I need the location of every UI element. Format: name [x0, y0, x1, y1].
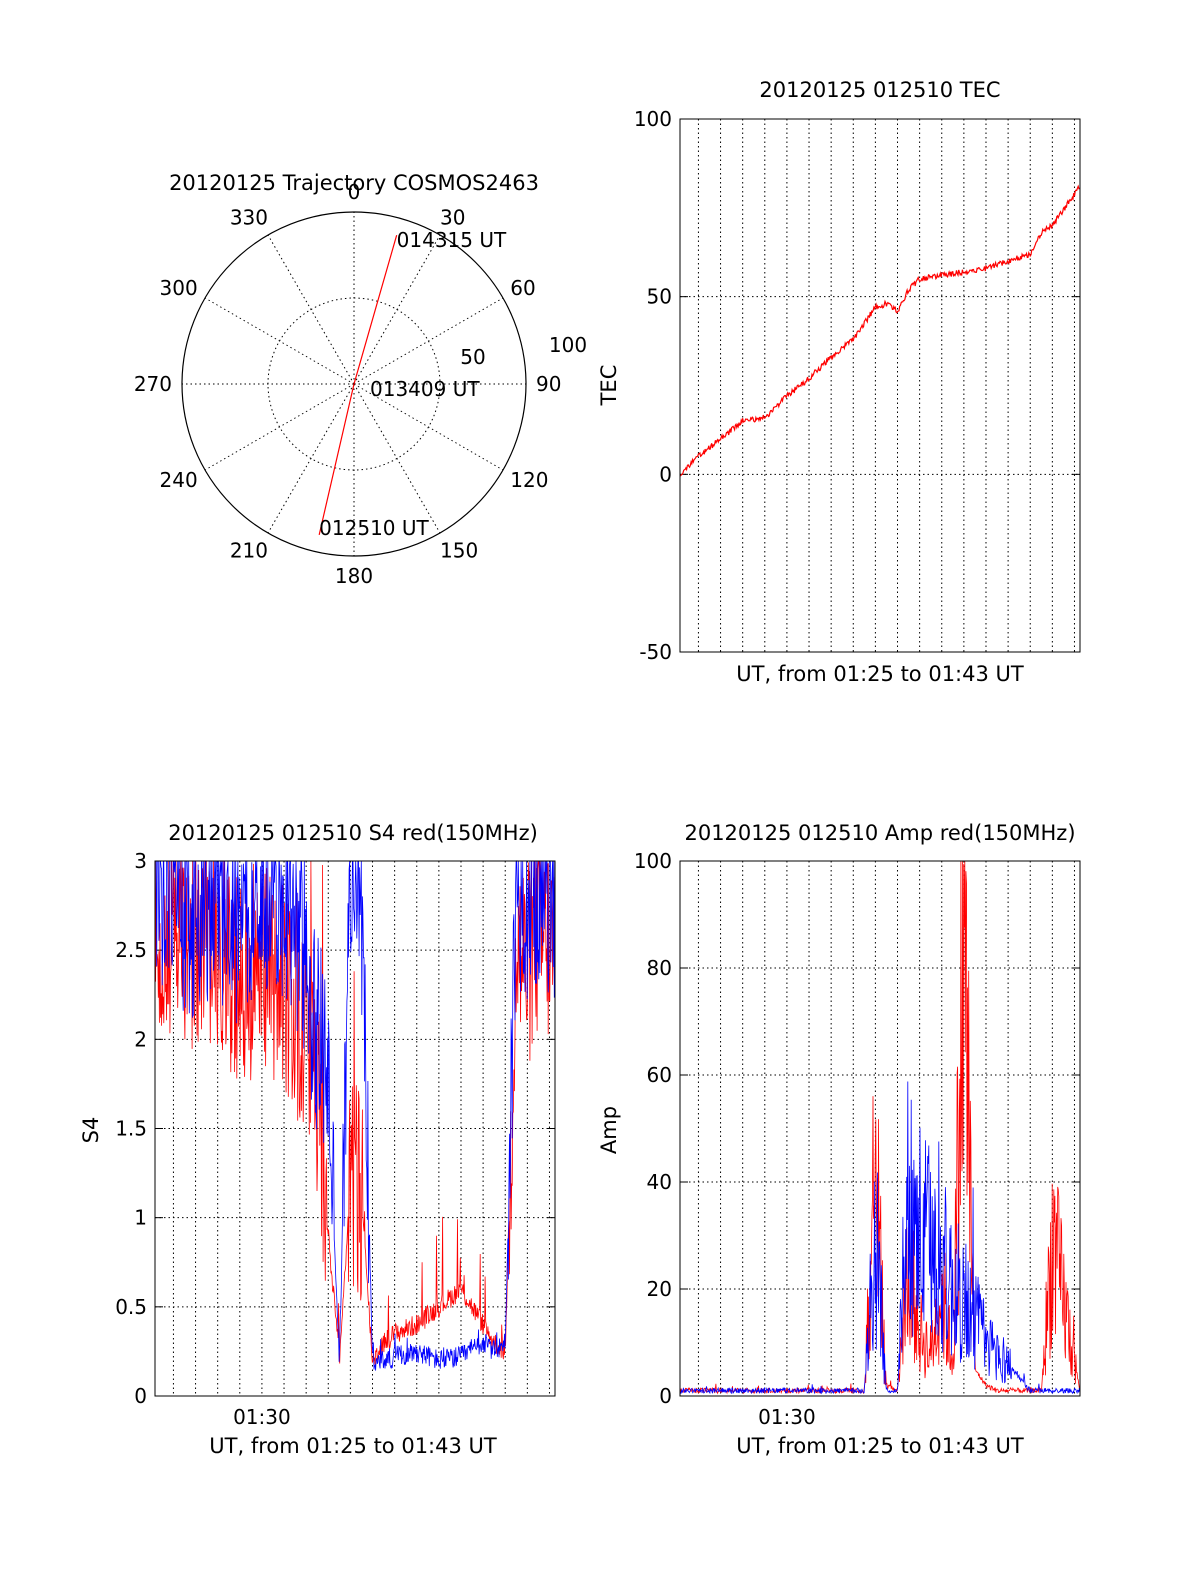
- y-tick-label: 40: [647, 1170, 672, 1194]
- y-tick-label: 20: [647, 1277, 672, 1301]
- polar-angle-labels: 0 30 60 90 120 150 180 210 240 270 300 330: [134, 180, 562, 588]
- amp-y-ticks: 0 20 40 60 80 100: [634, 849, 1080, 1408]
- polar-spoke: [353, 383, 504, 471]
- polar-angle-label: 330: [230, 206, 268, 230]
- amp-title: 20120125 012510 Amp red(150MHz): [684, 821, 1075, 845]
- polar-angle-label: 210: [230, 538, 268, 562]
- polar-angle-label: 120: [510, 468, 548, 492]
- polar-angle-label: 240: [160, 468, 198, 492]
- tec-title: 20120125 012510 TEC: [759, 78, 1000, 102]
- y-tick-label: 2: [134, 1027, 147, 1051]
- amp-x-ticks: 01:30: [758, 1405, 816, 1429]
- tec-frame: [679, 118, 1081, 653]
- polar-angle-label: 90: [536, 372, 561, 396]
- amp-xlabel: UT, from 01:25 to 01:43 UT: [736, 1434, 1024, 1458]
- tec-grid: [680, 119, 1080, 652]
- y-tick-label: 1.5: [115, 1117, 147, 1141]
- tec-y-ticks: -50 0 50 100: [634, 107, 1080, 664]
- y-tick-label: 0: [659, 462, 672, 486]
- polar-angle-label: 30: [440, 206, 465, 230]
- y-tick-label: 60: [647, 1063, 672, 1087]
- s4-y-ticks: 0 0.5 1 1.5 2 2.5 3: [115, 849, 555, 1408]
- s4-x-ticks: 01:30: [233, 1405, 291, 1429]
- y-tick-label: 0: [659, 1384, 672, 1408]
- s4-chart: 20120125 012510 S4 red(150MHz) 0 0.5 1 1.5 2…: [79, 821, 556, 1458]
- tec-series: [679, 184, 1080, 477]
- polar-angle-label: 300: [160, 276, 198, 300]
- y-tick-label: 3: [134, 849, 147, 873]
- s4-title: 20120125 012510 S4 red(150MHz): [168, 821, 538, 845]
- y-tick-label: 100: [634, 107, 672, 131]
- y-tick-label: -50: [639, 640, 672, 664]
- polar-spoke: [267, 234, 355, 385]
- y-tick-label: 80: [647, 956, 672, 980]
- polar-annotation-end: 014315 UT: [397, 228, 507, 252]
- x-tick-label: 01:30: [233, 1405, 291, 1429]
- y-tick-label: 0: [134, 1384, 147, 1408]
- y-tick-label: 0.5: [115, 1295, 147, 1319]
- series-line: [679, 184, 1080, 477]
- series-line: [679, 1081, 1081, 1395]
- tec-chart: 20120125 012510 TEC -50 0 50 100 UT, from 0…: [597, 78, 1081, 686]
- series-line: [155, 860, 556, 1371]
- y-tick-label: 1: [134, 1206, 147, 1230]
- trajectory-polar-chart: 20120125 Trajectory COSMOS2463 0 30 60 90 12…: [134, 171, 587, 588]
- amp-frame: [679, 860, 1081, 1397]
- polar-angle-label: 270: [134, 372, 172, 396]
- s4-frame: [154, 860, 556, 1397]
- polar-spoke: [267, 383, 355, 534]
- amp-series: [679, 860, 1081, 1395]
- series-line: [154, 860, 556, 1366]
- y-tick-label: 50: [647, 285, 672, 309]
- y-tick-label: 2.5: [115, 938, 147, 962]
- polar-spoke: [204, 297, 355, 385]
- polar-title: 20120125 Trajectory COSMOS2463: [169, 171, 539, 195]
- polar-spoke: [353, 383, 441, 534]
- x-tick-label: 01:30: [758, 1405, 816, 1429]
- tec-xlabel: UT, from 01:25 to 01:43 UT: [736, 662, 1024, 686]
- polar-spoke: [204, 383, 355, 471]
- polar-annotation-start: 012510 UT: [319, 516, 429, 540]
- polar-trajectory-line: [318, 235, 398, 535]
- polar-spoke: [353, 234, 441, 385]
- series-line: [679, 860, 1081, 1395]
- polar-grid: [181, 211, 527, 557]
- polar-spoke: [353, 297, 504, 385]
- s4-ylabel: S4: [79, 1117, 103, 1144]
- s4-xlabel: UT, from 01:25 to 01:43 UT: [209, 1434, 497, 1458]
- polar-angle-label: 60: [510, 276, 535, 300]
- amp-chart: 20120125 012510 Amp red(150MHz) 0 20 40 60 8…: [597, 821, 1081, 1458]
- polar-annotation-mid: 013409 UT: [370, 377, 480, 401]
- tec-ylabel: TEC: [597, 365, 621, 407]
- amp-grid: [680, 861, 1080, 1396]
- s4-series: [154, 860, 556, 1371]
- polar-angle-label: 0: [348, 180, 361, 204]
- y-tick-label: 100: [634, 849, 672, 873]
- polar-radius-label-50: 50: [460, 345, 485, 369]
- polar-angle-label: 180: [335, 564, 373, 588]
- amp-ylabel: Amp: [597, 1106, 621, 1154]
- polar-radius-label-100: 100: [549, 333, 587, 357]
- polar-angle-label: 150: [440, 538, 478, 562]
